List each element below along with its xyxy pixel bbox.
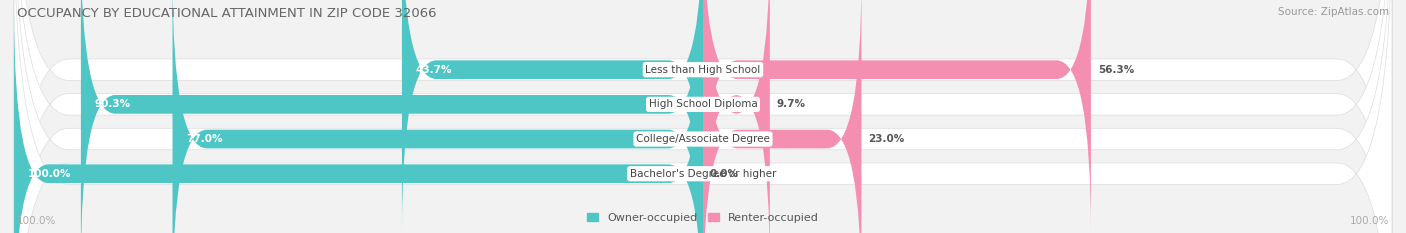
Text: 100.0%: 100.0% (28, 169, 72, 179)
Text: 77.0%: 77.0% (186, 134, 222, 144)
FancyBboxPatch shape (14, 0, 1392, 233)
FancyBboxPatch shape (703, 0, 1091, 233)
FancyBboxPatch shape (703, 0, 862, 233)
Text: 100.0%: 100.0% (1350, 216, 1389, 226)
Text: 0.0%: 0.0% (710, 169, 740, 179)
FancyBboxPatch shape (14, 10, 703, 233)
FancyBboxPatch shape (703, 0, 770, 233)
Text: 90.3%: 90.3% (94, 99, 131, 109)
Legend: Owner-occupied, Renter-occupied: Owner-occupied, Renter-occupied (582, 209, 824, 227)
Text: 9.7%: 9.7% (776, 99, 806, 109)
Text: Less than High School: Less than High School (645, 65, 761, 75)
FancyBboxPatch shape (14, 0, 1392, 233)
Text: Source: ZipAtlas.com: Source: ZipAtlas.com (1278, 7, 1389, 17)
Text: 56.3%: 56.3% (1098, 65, 1135, 75)
FancyBboxPatch shape (82, 0, 703, 233)
Text: Bachelor's Degree or higher: Bachelor's Degree or higher (630, 169, 776, 179)
FancyBboxPatch shape (14, 0, 1392, 233)
Text: 100.0%: 100.0% (17, 216, 56, 226)
Text: 43.7%: 43.7% (416, 65, 453, 75)
Text: 23.0%: 23.0% (869, 134, 904, 144)
FancyBboxPatch shape (402, 0, 703, 233)
Text: College/Associate Degree: College/Associate Degree (636, 134, 770, 144)
FancyBboxPatch shape (14, 0, 1392, 233)
Text: OCCUPANCY BY EDUCATIONAL ATTAINMENT IN ZIP CODE 32066: OCCUPANCY BY EDUCATIONAL ATTAINMENT IN Z… (17, 7, 436, 20)
FancyBboxPatch shape (173, 0, 703, 233)
Text: High School Diploma: High School Diploma (648, 99, 758, 109)
